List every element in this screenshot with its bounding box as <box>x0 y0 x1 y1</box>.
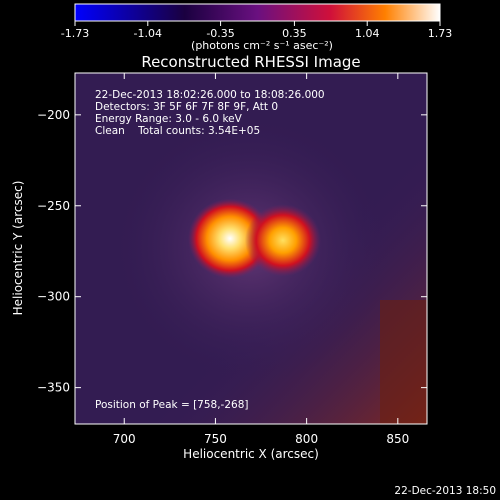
y-tick-label: −200 <box>37 108 70 122</box>
x-tick-label: 850 <box>386 432 409 446</box>
y-tick-label: −250 <box>37 199 70 213</box>
x-axis-label: Heliocentric X (arcsec) <box>183 447 319 461</box>
y-tick-label: −300 <box>37 290 70 304</box>
colorbar-tick-label: -0.35 <box>206 27 234 40</box>
x-tick-label: 750 <box>204 432 227 446</box>
annotation-block: 22-Dec-2013 18:02:26.000 to 18:08:26.000… <box>95 89 325 137</box>
colorbar-tick-label: -1.73 <box>61 27 89 40</box>
y-tick-label: −350 <box>37 381 70 395</box>
annotation-detectors: Detectors: 3F 5F 6F 7F 8F 9F, Att 0 <box>95 101 278 113</box>
peak-position-label: Position of Peak = [758,-268] <box>95 399 249 411</box>
colorbar-tick-label: 0.35 <box>282 27 307 40</box>
x-tick-label: 800 <box>295 432 318 446</box>
heatmap-image <box>75 73 427 424</box>
colorbar-units: (photons cm⁻² s⁻¹ asec⁻²) <box>191 39 333 52</box>
timestamp: 22-Dec-2013 18:50 <box>394 485 496 497</box>
axes: 700 750 800 850 −200 −250 −300 −350 <box>37 73 427 446</box>
source-2 <box>244 204 321 277</box>
x-tick-label: 700 <box>113 432 136 446</box>
colorbar-tick-label: -1.04 <box>134 27 162 40</box>
colorbar-tick-label: 1.73 <box>428 27 453 40</box>
y-axis-label: Heliocentric Y (arcsec) <box>11 181 25 316</box>
annotation-time: 22-Dec-2013 18:02:26.000 to 18:08:26.000 <box>95 89 325 101</box>
annotation-energy: Energy Range: 3.0 - 6.0 keV <box>95 113 243 125</box>
colorbar <box>74 3 441 22</box>
annotation-counts: Clean Total counts: 3.54E+05 <box>95 125 260 137</box>
chart-title: Reconstructed RHESSI Image <box>141 53 360 71</box>
colorbar-ticks: -1.73 -1.04 -0.35 0.35 1.04 1.73 <box>61 21 452 40</box>
colorbar-tick-label: 1.04 <box>355 27 380 40</box>
plot-frame <box>74 72 428 425</box>
